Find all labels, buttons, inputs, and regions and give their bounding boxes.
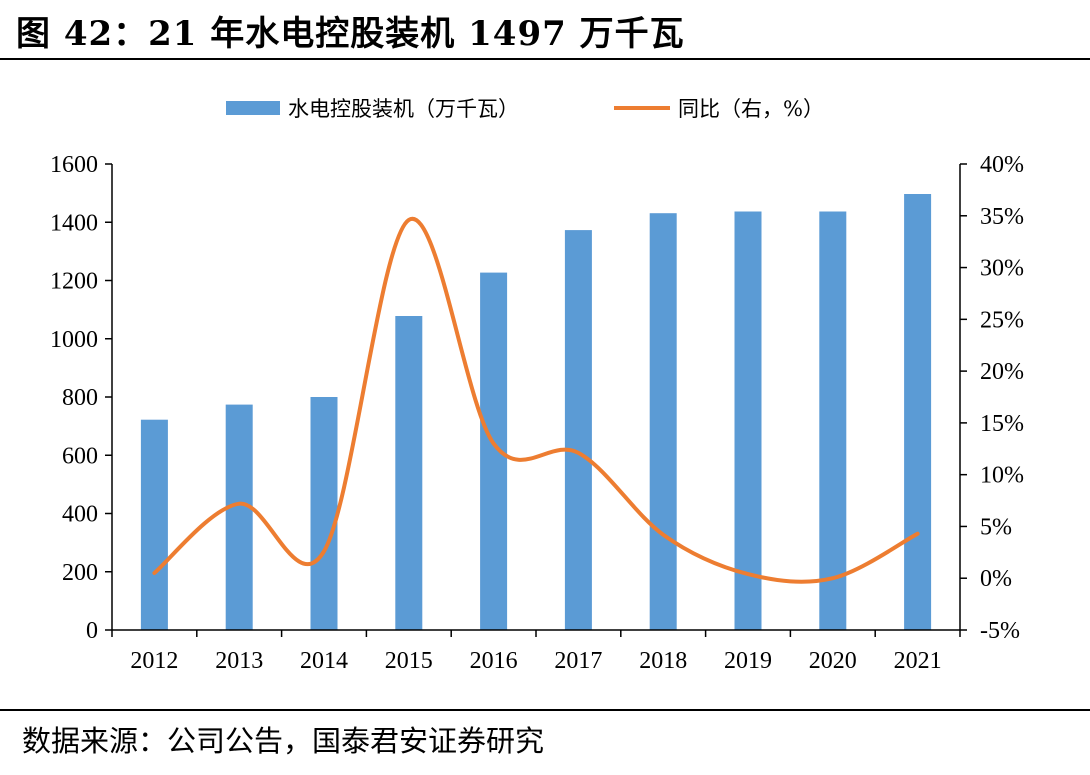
bar-series <box>140 194 932 630</box>
legend-line-label: 同比（右，%） <box>678 97 824 121</box>
bar-2021 <box>904 194 932 630</box>
x-tick-label: 2015 <box>385 648 433 674</box>
right-tick-label: -5% <box>980 618 1020 644</box>
x-tick-label: 2020 <box>809 648 857 674</box>
legend-bar-label: 水电控股装机（万千瓦） <box>288 97 519 121</box>
yoy-line <box>152 216 920 584</box>
bar-2019 <box>734 211 762 630</box>
source-divider <box>0 709 1090 711</box>
bar-2014 <box>310 397 338 630</box>
axes: 0 200 400 600 800 1000 1200 1400 1600 -5% 0% 5% 10% 1… <box>50 152 1024 674</box>
x-tick-label: 2016 <box>470 648 518 674</box>
left-tick-label: 1000 <box>50 327 98 353</box>
x-tick-label: 2012 <box>130 648 178 674</box>
x-tick-label: 2021 <box>894 648 942 674</box>
x-tick-label: 2018 <box>639 648 687 674</box>
bar-2015 <box>395 316 423 630</box>
left-tick-label: 1200 <box>50 269 98 295</box>
right-tick-label: 20% <box>980 359 1024 385</box>
right-tick-label: 15% <box>980 411 1024 437</box>
left-tick-label: 1600 <box>50 152 98 178</box>
legend: 水电控股装机（万千瓦） 同比（右，%） <box>226 97 824 121</box>
x-tick-label: 2014 <box>300 648 348 674</box>
bar-2018 <box>649 213 677 630</box>
left-tick-label: 400 <box>62 502 98 528</box>
figure-title: 图 42：21 年水电控股装机 1497 万千瓦 <box>16 14 685 54</box>
bar-2013 <box>225 404 253 630</box>
right-tick-label: 35% <box>980 204 1024 230</box>
right-tick-label: 0% <box>980 566 1012 592</box>
right-tick-label: 25% <box>980 307 1024 333</box>
right-tick-label: 10% <box>980 463 1024 489</box>
x-tick-label: 2017 <box>554 648 602 674</box>
bar-2020 <box>819 211 847 630</box>
x-tick-label: 2019 <box>724 648 772 674</box>
left-tick-label: 200 <box>62 560 98 586</box>
title-divider <box>0 58 1090 60</box>
left-tick-label: 600 <box>62 443 98 469</box>
legend-bar-swatch <box>226 101 280 115</box>
left-tick-label: 0 <box>86 618 98 644</box>
right-tick-label: 30% <box>980 256 1024 282</box>
x-tick-label: 2013 <box>215 648 263 674</box>
left-tick-label: 800 <box>62 385 98 411</box>
data-source: 数据来源：公司公告，国泰君安证券研究 <box>22 724 545 758</box>
right-tick-label: 40% <box>980 152 1024 178</box>
bar-2017 <box>564 230 592 630</box>
left-tick-label: 1400 <box>50 210 98 236</box>
combo-chart: 水电控股装机（万千瓦） 同比（右，%） 0 200 400 600 800 1000 120… <box>50 97 1024 674</box>
right-tick-label: 5% <box>980 514 1012 540</box>
bar-2012 <box>140 419 168 630</box>
